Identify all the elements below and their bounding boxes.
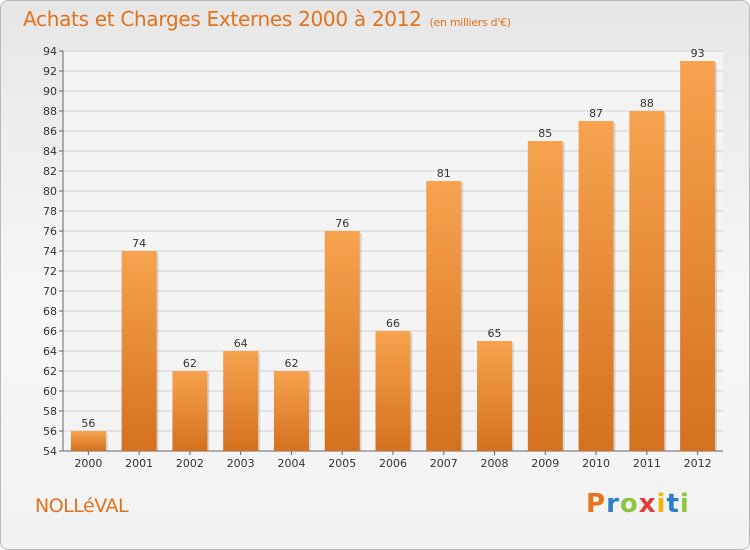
bar (70, 431, 106, 451)
x-tick-label: 2011 (633, 457, 661, 470)
logo-letter: i (679, 489, 690, 519)
logo-letter: o (619, 489, 639, 519)
y-tick-label: 54 (43, 445, 57, 458)
data-label: 81 (437, 167, 451, 180)
chart-title: Achats et Charges Externes 2000 à 2012 (e… (23, 7, 511, 31)
x-tick-label: 2000 (74, 457, 102, 470)
data-label: 74 (132, 237, 146, 250)
data-label: 76 (335, 217, 349, 230)
bar (527, 141, 563, 451)
bar (172, 371, 208, 451)
proxiti-logo: Proxiti (586, 489, 690, 519)
logo-letter: x (638, 489, 657, 519)
data-label: 62 (284, 357, 298, 370)
x-tick-label: 2005 (328, 457, 356, 470)
chart-subtitle: (en milliers d'€) (429, 16, 511, 29)
y-tick-label: 84 (43, 145, 57, 158)
data-label: 88 (640, 97, 654, 110)
y-tick-label: 70 (43, 285, 57, 298)
x-tick-label: 2008 (481, 457, 509, 470)
y-tick-label: 60 (43, 385, 57, 398)
bar (121, 251, 157, 451)
x-tick-label: 2006 (379, 457, 407, 470)
commune-name: NOLLéVAL (35, 495, 129, 517)
bar (273, 371, 309, 451)
bar (680, 61, 716, 451)
data-label: 85 (538, 127, 552, 140)
bar (578, 121, 614, 451)
y-tick-label: 88 (43, 105, 57, 118)
bar (324, 231, 360, 451)
y-tick-label: 68 (43, 305, 57, 318)
data-label: 56 (81, 417, 95, 430)
y-tick-label: 80 (43, 185, 57, 198)
y-tick-label: 76 (43, 225, 57, 238)
bar (629, 111, 665, 451)
data-label: 62 (183, 357, 197, 370)
y-tick-label: 78 (43, 205, 57, 218)
data-label: 87 (589, 107, 603, 120)
data-label: 64 (234, 337, 248, 350)
chart-title-text: Achats et Charges Externes 2000 à 2012 (23, 7, 422, 31)
x-tick-label: 2001 (125, 457, 153, 470)
bar (223, 351, 259, 451)
y-tick-label: 66 (43, 325, 57, 338)
x-tick-label: 2012 (684, 457, 712, 470)
x-tick-label: 2003 (227, 457, 255, 470)
logo-letter: t (666, 489, 680, 519)
y-tick-label: 62 (43, 365, 57, 378)
y-tick-label: 92 (43, 65, 57, 78)
bar (375, 331, 411, 451)
y-tick-label: 86 (43, 125, 57, 138)
x-tick-label: 2010 (582, 457, 610, 470)
y-tick-label: 74 (43, 245, 57, 258)
x-tick-label: 2007 (430, 457, 458, 470)
logo-letter: i (656, 489, 667, 519)
y-tick-label: 58 (43, 405, 57, 418)
data-label: 65 (488, 327, 502, 340)
x-tick-label: 2002 (176, 457, 204, 470)
data-label: 66 (386, 317, 400, 330)
data-label: 93 (691, 47, 705, 60)
y-tick-label: 90 (43, 85, 57, 98)
y-tick-label: 56 (43, 425, 57, 438)
x-tick-label: 2009 (531, 457, 559, 470)
bar (477, 341, 513, 451)
y-tick-label: 82 (43, 165, 57, 178)
logo-letter: P (586, 489, 607, 519)
y-tick-label: 72 (43, 265, 57, 278)
bar (426, 181, 462, 451)
logo-letter: r (606, 489, 620, 519)
x-tick-label: 2004 (277, 457, 305, 470)
y-tick-label: 94 (43, 45, 57, 58)
y-tick-label: 64 (43, 345, 57, 358)
